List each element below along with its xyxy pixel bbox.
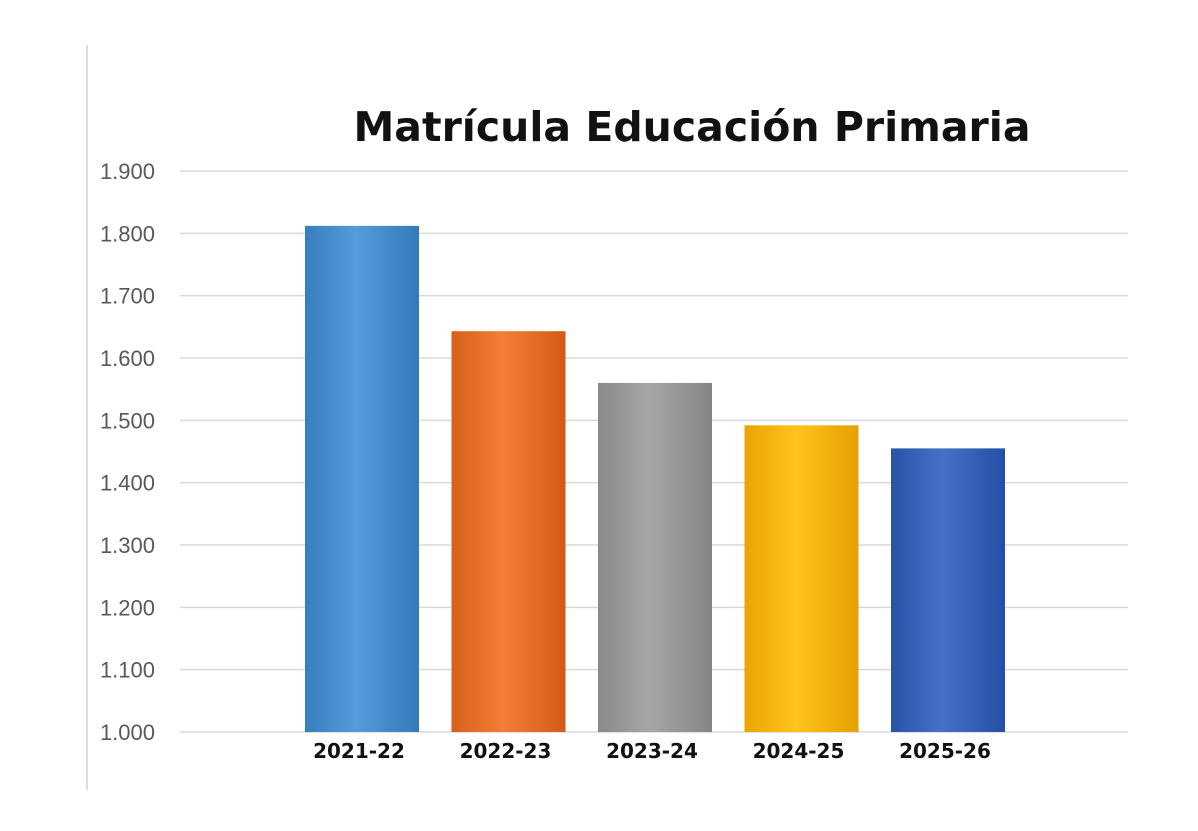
y-tick-label: 1.100	[100, 658, 155, 683]
bars	[305, 225, 1005, 732]
x-tick-label: 2025-26	[899, 739, 991, 763]
y-axis-tick-labels: 1.000 1.100 1.200 1.300 1.400 1.500 1.600 1.700…	[100, 159, 155, 745]
bar-2024-25	[744, 425, 859, 732]
x-axis-tick-labels: 2021-22 2022-23 2023-24 2024-25 2025-26	[313, 739, 991, 763]
bar-2022-23	[451, 331, 566, 732]
x-tick-label: 2024-25	[753, 739, 845, 763]
chart-title: Matrícula Educación Primaria	[354, 103, 1031, 151]
x-tick-label: 2022-23	[460, 739, 552, 763]
bar-2021-22	[305, 225, 419, 732]
bar-2025-26	[891, 448, 1005, 732]
y-tick-label: 1.400	[100, 471, 155, 496]
x-tick-label: 2021-22	[313, 739, 405, 763]
y-tick-label: 1.300	[100, 533, 155, 558]
bar-2023-24	[598, 382, 712, 732]
y-tick-label: 1.000	[100, 720, 155, 745]
y-tick-label: 1.200	[100, 595, 155, 620]
y-tick-label: 1.500	[100, 408, 155, 433]
y-tick-label: 1.600	[100, 346, 155, 371]
y-tick-label: 1.900	[100, 159, 155, 184]
y-tick-label: 1.700	[100, 284, 155, 309]
x-tick-label: 2023-24	[606, 739, 698, 763]
y-tick-label: 1.800	[100, 221, 155, 246]
